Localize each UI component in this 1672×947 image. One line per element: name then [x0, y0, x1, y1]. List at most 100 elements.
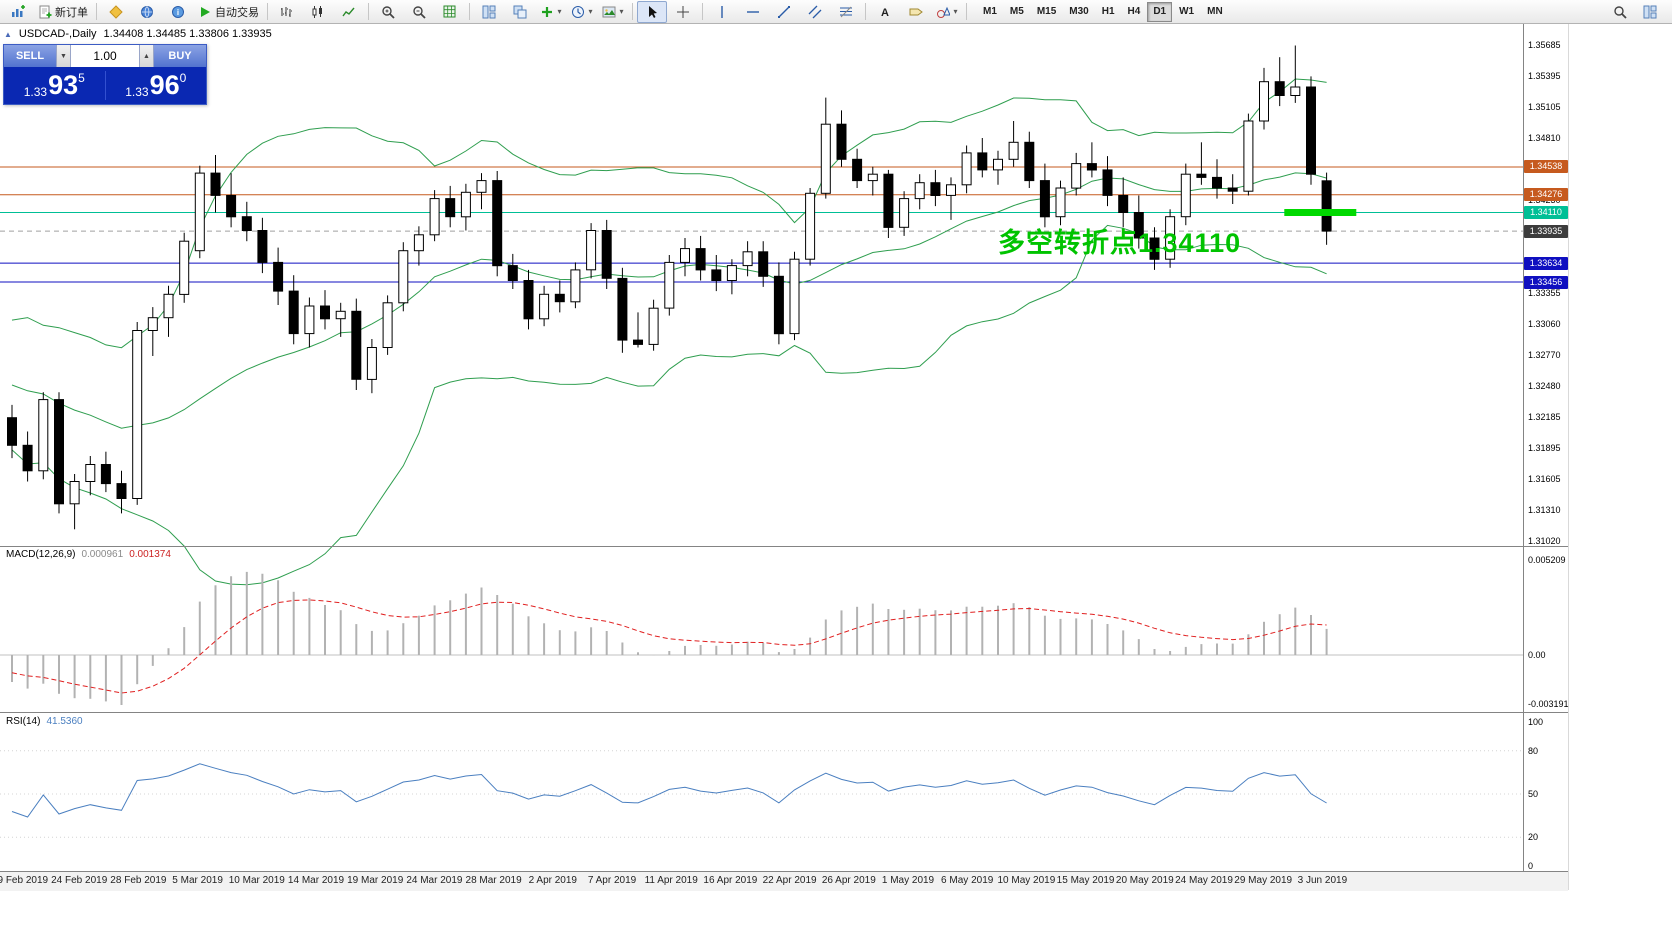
highlight-segment[interactable]: [1284, 209, 1357, 216]
buy-price-big: 96: [149, 70, 180, 100]
indicators-button[interactable]: ▾: [536, 1, 566, 23]
timeframe-h4-button[interactable]: H4: [1127, 6, 1141, 17]
periods-button[interactable]: ▾: [567, 1, 597, 23]
price-scale-label: 1.33060: [1528, 319, 1561, 330]
vline-icon: [715, 5, 729, 19]
diamond-icon: [109, 4, 123, 19]
data-window-button[interactable]: i: [163, 1, 193, 23]
chart-window-button[interactable]: [1635, 1, 1665, 23]
date-label: 7 Apr 2019: [587, 875, 637, 886]
timeframe-m15-button[interactable]: M15: [1036, 6, 1057, 17]
line-chart-button[interactable]: [334, 1, 364, 23]
timeframe-d1-button[interactable]: D1: [1147, 1, 1173, 22]
buy-price-sup: 0: [179, 71, 187, 85]
rsi-label: RSI(14) 41.5360: [6, 716, 83, 727]
date-label: 6 May 2019: [941, 875, 994, 886]
zoom-in-button[interactable]: [373, 1, 403, 23]
auto-trading-button[interactable]: 自动交易: [194, 1, 263, 23]
toolbar-separator: [966, 3, 967, 20]
date-label: 3 Jun 2019: [1297, 875, 1348, 886]
toolbar-separator: [865, 3, 866, 20]
horizontal-line-button[interactable]: [738, 1, 768, 23]
new-chart-button[interactable]: [3, 1, 33, 23]
date-label: 5 Mar 2019: [172, 875, 223, 886]
metaeditor-button[interactable]: [101, 1, 131, 23]
price-scale-label: 1.35105: [1528, 101, 1561, 112]
timeframe-m5-button[interactable]: M5: [1009, 6, 1024, 17]
window-right-border: [1568, 24, 1569, 890]
cursor-button[interactable]: [637, 0, 667, 23]
shapes-icon: [936, 5, 951, 19]
timeframe-m30-button[interactable]: M30: [1069, 6, 1089, 17]
date-label: 24 Feb 2019: [51, 875, 108, 886]
bar-chart-button[interactable]: [272, 1, 302, 23]
clock-icon: [571, 5, 585, 19]
arrows-button[interactable]: ▾: [932, 1, 962, 23]
chart-canvas[interactable]: [0, 0, 1523, 947]
zoom-out-button[interactable]: [404, 1, 434, 23]
timeframe-w1-button[interactable]: W1: [1179, 6, 1195, 17]
bars-icon: [280, 5, 294, 19]
text-label-button[interactable]: [901, 1, 931, 23]
chevron-down-icon: ▾: [588, 7, 593, 16]
equidistant-channel-button[interactable]: [800, 1, 830, 23]
macd-value: 0.000961: [81, 549, 124, 560]
date-label: 26 Apr 2019: [821, 875, 876, 886]
macd-signal-line: [11, 599, 1327, 694]
price-scale-label: 1.31020: [1528, 536, 1561, 546]
rsi-scale-label: 50: [1528, 789, 1539, 799]
chevron-down-icon: ▾: [953, 7, 958, 16]
volume-down-button[interactable]: ▼: [56, 45, 71, 67]
fibonacci-retracement-button[interactable]: [831, 1, 861, 23]
toolbar-separator: [702, 3, 703, 20]
trade-panel-prices: 1.33 93 5 1.33 96 0: [4, 67, 206, 104]
toolbar-separator: [96, 3, 97, 20]
text-button[interactable]: A: [870, 1, 900, 23]
linechart-icon: [342, 5, 356, 19]
sell-price-big: 93: [48, 70, 79, 100]
crosshair-button[interactable]: [668, 1, 698, 23]
volume-input[interactable]: [71, 45, 139, 67]
sell-button[interactable]: SELL: [4, 45, 56, 67]
date-label: 2 Apr 2019: [528, 875, 577, 886]
candles-layer: [7, 45, 1332, 530]
one-click-trading-panel: SELL ▼ ▲ BUY 1.33 93 5 1.33 96 0: [3, 44, 207, 105]
panel-separator[interactable]: [0, 712, 1568, 713]
chart-annotation[interactable]: 多空转折点1.34110: [998, 228, 1242, 258]
chevron-down-icon: ▾: [619, 7, 624, 16]
trendline-button[interactable]: [769, 1, 799, 23]
svg-text:i: i: [177, 8, 179, 17]
sell-price[interactable]: 1.33 93 5: [4, 67, 105, 104]
vertical-line-button[interactable]: [707, 1, 737, 23]
volume-up-button[interactable]: ▲: [139, 45, 154, 67]
timeframe-m1-button[interactable]: M1: [983, 6, 997, 17]
buy-price[interactable]: 1.33 96 0: [106, 67, 207, 104]
one-click-toggle-icon[interactable]: ▲: [4, 29, 12, 39]
panel-separator[interactable]: [0, 546, 1568, 547]
price-badge: 1.33634: [1524, 256, 1568, 270]
tile-windows-button[interactable]: [474, 1, 504, 23]
date-label: 24 May 2019: [1175, 875, 1233, 886]
buy-button[interactable]: BUY: [154, 45, 206, 67]
timeframe-mn-button[interactable]: MN: [1207, 6, 1223, 17]
macd-signal-value: 0.001374: [129, 549, 171, 560]
rsi-scale-label: 100: [1528, 717, 1544, 727]
price-scale-label: 1.32770: [1528, 349, 1561, 360]
timeframe-h1-button[interactable]: H1: [1101, 6, 1115, 17]
candlestick-chart-button[interactable]: [303, 1, 333, 23]
templates-button[interactable]: ▾: [598, 1, 628, 23]
cross-icon: [676, 5, 690, 19]
play-icon: [198, 5, 212, 19]
grid-button[interactable]: [435, 1, 465, 23]
quick-search-button[interactable]: [1605, 1, 1635, 23]
cascade-windows-button[interactable]: [505, 1, 535, 23]
label-icon: [909, 5, 923, 19]
date-label: 29 May 2019: [1234, 875, 1293, 886]
new-order-button[interactable]: 新订单: [34, 1, 92, 23]
chevron-down-icon: ▾: [557, 7, 562, 16]
candles-icon: [311, 5, 325, 19]
macd-scale-label: 0.00: [1528, 650, 1546, 660]
price-scale-label: 1.35395: [1528, 70, 1561, 81]
market-watch-button[interactable]: [132, 1, 162, 23]
